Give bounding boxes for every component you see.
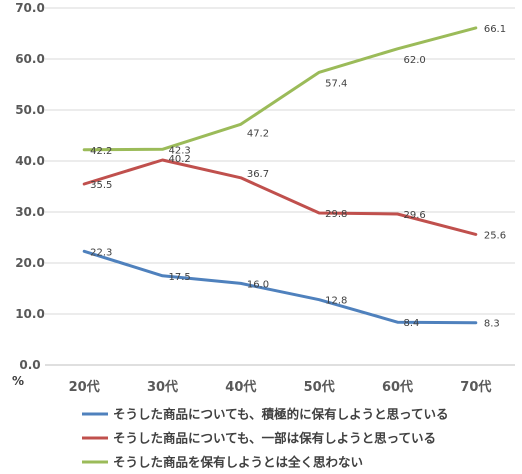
data-label: 35.5 — [90, 180, 112, 191]
data-label: 25.6 — [484, 230, 506, 241]
data-label: 17.5 — [169, 272, 191, 283]
y-axis-unit: % — [12, 374, 24, 388]
data-label: 8.3 — [484, 319, 500, 330]
data-labels: 22.3 17.5 16.0 12.8 8.4 8.3 35.5 40.2 36.7 29.8 29… — [90, 24, 506, 330]
data-label: 16.0 — [247, 279, 269, 290]
data-label: 42.2 — [90, 146, 112, 157]
x-tick-label: 50代 — [304, 379, 335, 395]
y-tick-label: 30.0 — [15, 205, 45, 219]
data-label: 62.0 — [404, 55, 426, 66]
y-tick-label: 0.0 — [19, 358, 40, 372]
data-label: 47.2 — [247, 128, 269, 139]
data-label: 40.2 — [169, 154, 191, 165]
data-label: 29.6 — [404, 210, 426, 221]
x-tick-label: 70代 — [460, 379, 491, 395]
legend-label: そうした商品についても、一部は保有しようと思っている — [113, 431, 436, 446]
data-label: 57.4 — [325, 78, 347, 89]
series-line — [82, 158, 478, 236]
data-label: 42.3 — [169, 145, 191, 156]
data-label: 66.1 — [484, 24, 506, 35]
x-axis-ticks: 20代 30代 40代 50代 60代 70代 — [69, 379, 492, 395]
x-tick-label: 30代 — [147, 379, 178, 395]
legend-label: そうした商品についても、積極的に保有しようと思っている — [113, 407, 449, 422]
series-line — [82, 26, 478, 152]
x-tick-label: 60代 — [382, 379, 413, 395]
legend-label: そうした商品を保有しようとは全く思わない — [113, 455, 363, 470]
data-label: 12.8 — [325, 296, 347, 307]
data-label: 36.7 — [247, 169, 269, 180]
y-axis-ticks: 0.0 10.0 20.0 30.0 40.0 50.0 60.0 70.0 — [15, 1, 45, 372]
data-label: 8.4 — [404, 318, 420, 329]
series-lines — [82, 26, 478, 325]
y-tick-label: 60.0 — [15, 52, 45, 66]
x-tick-label: 20代 — [69, 379, 100, 395]
legend: そうした商品についても、積極的に保有しようと思っているそうした商品についても、一… — [82, 407, 449, 470]
y-tick-label: 10.0 — [15, 307, 45, 321]
data-label: 29.8 — [325, 209, 347, 220]
y-tick-label: 40.0 — [15, 154, 45, 168]
data-label: 22.3 — [90, 247, 112, 258]
series-line — [82, 249, 478, 325]
y-tick-label: 20.0 — [15, 256, 45, 270]
y-tick-label: 70.0 — [15, 1, 45, 15]
y-tick-label: 50.0 — [15, 103, 45, 117]
x-tick-label: 40代 — [225, 379, 256, 395]
gridlines — [45, 7, 515, 366]
